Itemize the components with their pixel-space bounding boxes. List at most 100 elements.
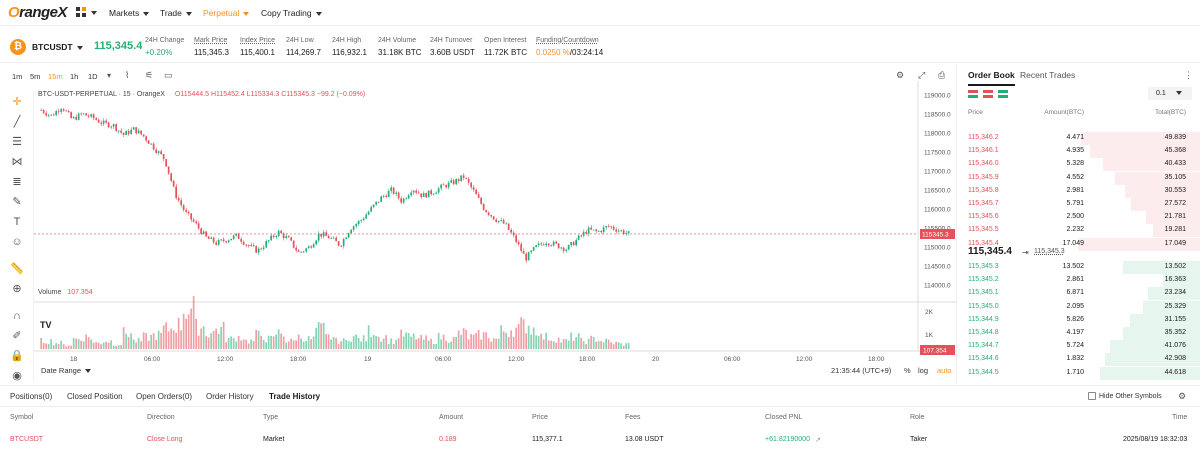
ruler-icon[interactable]: 📏 [10,263,24,275]
bid-row[interactable]: 115,344.7 5.724 41.076 [958,340,1200,354]
share-icon[interactable]: ↗ [815,437,821,444]
candlestick-chart[interactable]: 119000.0 118500.0 118000.0 117500.0 117000.0… [34,81,956,363]
text-icon[interactable]: T [13,216,21,228]
orangex-logo[interactable]: OrangeX [8,4,68,21]
row-price: 115,346.2 [968,134,999,141]
lock-pencil-icon[interactable]: ✐ [12,330,22,342]
candle-body [102,120,105,124]
screenshot-icon[interactable]: ⎙ [938,70,946,80]
apps-grid-icon[interactable] [76,7,86,17]
view-bids-icon[interactable] [998,90,1008,98]
eye-icon[interactable]: ◉ [12,370,22,382]
volume-bar [537,335,540,349]
apps-chevron-down-icon[interactable] [91,11,97,15]
log-toggle[interactable]: log [918,366,929,375]
layout-icon[interactable]: ▭ [164,70,173,80]
date-range-selector[interactable]: Date Range [41,366,92,375]
view-asks-icon[interactable] [983,90,993,98]
tradingview-logo[interactable]: TV [40,320,52,330]
gear-icon[interactable]: ⚙ [1178,391,1187,401]
cell-symbol[interactable]: BTCUSDT [10,436,44,443]
volume-bar [500,325,502,349]
nav-trade[interactable]: Trade [160,8,192,18]
tab-order-book[interactable]: Order Book [968,70,1015,86]
stat-label[interactable]: Funding/Countdown [536,37,599,44]
interval-5m[interactable]: 5m [30,72,41,81]
bid-row[interactable]: 115,345.1 6.871 23.234 [958,287,1200,301]
ask-row[interactable]: 115,345.9 4.552 35.105 [958,171,1200,185]
more-vertical-icon[interactable]: ⋮ [1184,70,1193,80]
hide-other-checkbox[interactable] [1088,392,1096,400]
zoom-in-icon[interactable]: ⊕ [12,283,22,295]
interval-15m[interactable]: 15m [48,72,63,81]
volume-bar [285,342,287,349]
percent-toggle[interactable]: % [904,366,911,375]
depth-selector[interactable]: 0.1 [1148,87,1192,100]
tab-recent-trades[interactable]: Recent Trades [1020,70,1076,80]
bid-row[interactable]: 115,345.0 2.095 25.329 [958,300,1200,314]
ask-row[interactable]: 115,346.2 4.471 49.839 [958,132,1200,145]
volume-bar [497,338,500,349]
stat-label[interactable]: Index Price [240,37,276,44]
cell-price: 115,377.1 [532,436,563,443]
trendline-icon[interactable]: ╱ [13,116,21,128]
tab-order-history[interactable]: Order History [206,392,254,401]
fib-icon[interactable]: ≣ [12,176,22,188]
candle-body [360,220,362,221]
crosshair-icon[interactable]: ✛ [12,96,22,108]
interval-1h[interactable]: 1h [70,72,79,81]
candle-body [107,122,110,128]
volume-bar [522,319,525,349]
stat-label[interactable]: Mark Price [194,37,228,44]
volume-bar [400,329,402,349]
nav-markets[interactable]: Markets [109,8,150,18]
candle-body [282,233,285,239]
stat-mark-price: 115,345.3 [194,48,229,57]
tab-trade-history[interactable]: Trade History [269,392,321,401]
ask-row[interactable]: 115,345.4 17.049 17.049 [958,237,1200,251]
ask-row[interactable]: 115,346.1 4.935 45.368 [958,145,1200,159]
ask-row[interactable]: 115,345.5 2.232 19.281 [958,224,1200,238]
bid-row[interactable]: 115,344.8 4.197 35.352 [958,327,1200,340]
horizontal-lines-icon[interactable]: ☰ [12,136,22,148]
volume-bar [455,336,457,349]
volume-bar [280,333,282,349]
bid-row[interactable]: 115,345.2 2.861 16.363 [958,274,1200,288]
candle-body [540,243,542,245]
bid-row[interactable]: 115,344.9 5.826 31.155 [958,313,1200,327]
tab-positions[interactable]: Positions(0) [10,392,53,401]
indicators-icon[interactable]: ⌇ [125,70,130,80]
chart-type-icon[interactable]: ▾ [107,71,112,80]
bid-row[interactable]: 115,344.6 1.832 42.908 [958,353,1200,367]
timezone-clock[interactable]: 21:35:44 (UTC+9) [831,366,892,375]
auto-toggle[interactable]: auto [937,366,952,375]
interval-1d[interactable]: 1D [88,72,98,81]
nav-copy-trading[interactable]: Copy Trading [261,8,322,18]
brush-icon[interactable]: ✎ [12,196,22,208]
ask-row[interactable]: 115,345.6 2.500 21.781 [958,211,1200,225]
tab-open-orders[interactable]: Open Orders(0) [136,392,193,401]
fullscreen-icon[interactable]: ⤢ [918,70,926,80]
view-both-icon[interactable] [968,90,978,98]
symbol-selector[interactable]: BTCUSDT [32,42,83,52]
row-total: 17.049 [1164,239,1186,247]
volume-bar [530,334,532,349]
gear-icon[interactable]: ⚙ [896,70,905,80]
settings-sliders-icon[interactable]: ⚟ [145,70,154,80]
volume-bar [457,330,460,349]
magnet-icon[interactable]: ∩ [13,310,21,322]
nav-perpetual[interactable]: Perpetual [203,8,250,18]
ask-row[interactable]: 115,346.0 5.328 40.433 [958,158,1200,172]
emoji-icon[interactable]: ☺ [11,236,23,248]
tab-closed-position[interactable]: Closed Position [67,392,123,401]
lock-icon[interactable]: 🔒 [10,350,24,362]
ask-row[interactable]: 115,345.8 2.981 30.553 [958,184,1200,198]
candle-body [142,134,145,137]
interval-1m[interactable]: 1m [12,72,23,81]
volume-bar [585,344,587,349]
bid-row[interactable]: 115,345.3 13.502 13.502 [958,261,1200,274]
ask-row[interactable]: 115,345.7 5.791 27.572 [958,198,1200,211]
bid-row[interactable]: 115,344.5 1.710 44.618 [958,366,1200,380]
pitchfork-icon[interactable]: ⋈ [11,156,23,168]
row-amount: 5.328 [1066,160,1084,168]
